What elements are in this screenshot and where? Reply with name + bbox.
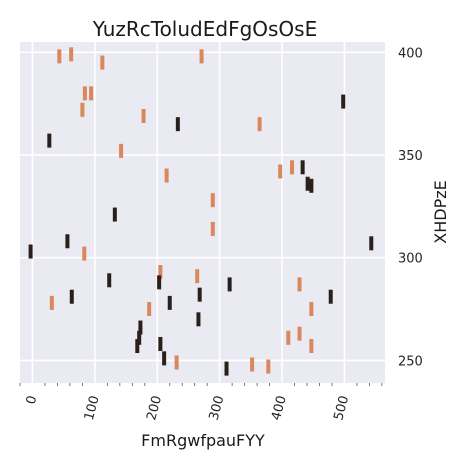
data-point: [197, 287, 202, 302]
data-point: [112, 207, 117, 222]
data-point: [196, 312, 201, 327]
data-point: [175, 117, 180, 132]
x-tick-label: 200: [144, 394, 165, 422]
data-point: [286, 330, 291, 345]
data-point: [250, 357, 255, 372]
x-minor-ticks: [19, 383, 383, 386]
data-point: [266, 359, 271, 374]
data-point: [210, 221, 215, 236]
data-point: [199, 49, 204, 64]
y-tick-label: 250: [398, 354, 423, 369]
data-point: [135, 339, 140, 354]
data-point: [137, 330, 142, 345]
data-point: [28, 244, 33, 259]
data-point: [167, 295, 172, 310]
data-point: [297, 326, 302, 341]
data-point: [89, 86, 94, 101]
x-tick-labels: 0 100 200 300 400 500: [24, 394, 353, 422]
y-tick-label: 300: [398, 252, 423, 267]
data-point: [100, 55, 105, 70]
data-point: [57, 49, 62, 64]
data-point: [82, 246, 87, 261]
data-point: [69, 47, 74, 62]
data-point: [297, 277, 302, 292]
data-point: [49, 295, 54, 310]
data-point: [47, 133, 52, 148]
data-point: [195, 269, 200, 284]
data-point: [257, 117, 262, 132]
data-point: [290, 160, 295, 175]
data-point: [80, 102, 85, 117]
data-marks: [28, 47, 374, 376]
data-point: [309, 302, 314, 317]
plot-area: [20, 42, 385, 383]
x-tick-label: 100: [82, 394, 103, 422]
data-point: [65, 234, 70, 249]
data-point: [278, 164, 283, 179]
data-point: [227, 277, 232, 292]
data-point: [300, 160, 305, 175]
chart-title: YuzRcToludEdFgOsOsE: [92, 17, 317, 41]
y-tick-label: 350: [398, 149, 423, 164]
data-point: [224, 361, 229, 376]
x-tick-label: 400: [269, 394, 290, 422]
data-point: [141, 108, 146, 123]
data-point: [69, 289, 74, 304]
data-point: [164, 168, 169, 183]
y-tick-labels: 250 300 350 400: [398, 46, 423, 369]
data-point: [309, 178, 314, 193]
data-point: [82, 86, 87, 101]
data-point: [210, 193, 215, 208]
data-point: [158, 265, 163, 280]
data-point: [309, 339, 314, 354]
data-point: [138, 320, 143, 335]
x-tick-label: 0: [24, 394, 41, 406]
data-point: [328, 289, 333, 304]
data-point: [174, 355, 179, 370]
data-point: [341, 94, 346, 109]
data-point: [305, 176, 310, 191]
data-point: [107, 273, 112, 288]
y-axis-label: XHDPzE: [431, 180, 450, 243]
x-tick-label: 500: [331, 394, 352, 422]
data-point: [162, 351, 167, 366]
data-point: [147, 302, 152, 317]
data-point: [119, 143, 124, 158]
x-tick-label: 300: [207, 394, 228, 422]
data-point: [157, 275, 162, 290]
x-axis-label: FmRgwfpauFYY: [141, 431, 265, 450]
y-tick-label: 400: [398, 46, 423, 61]
data-point: [369, 236, 374, 251]
data-point: [158, 336, 163, 351]
